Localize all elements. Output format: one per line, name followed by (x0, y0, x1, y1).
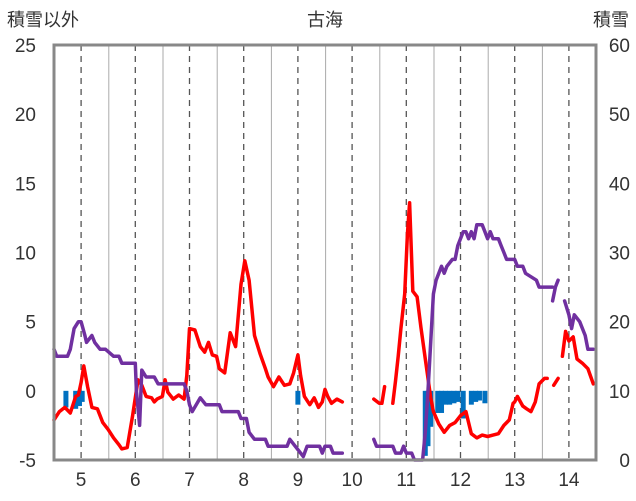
bar (428, 390, 434, 427)
y-right-tick-label: 0 (619, 451, 630, 472)
y-left-tick-label: 20 (15, 105, 36, 126)
bar (439, 390, 445, 413)
y-right-tick-labels: 0 10 20 30 40 50 60 (609, 36, 630, 472)
bar (473, 390, 479, 402)
y-left-tick-label: 10 (15, 244, 36, 265)
x-tick-label: 11 (396, 470, 416, 491)
y-right-tick-label: 10 (609, 382, 630, 403)
bar (63, 390, 69, 408)
snow-depth-line-segment (562, 299, 596, 352)
x-tick-label: 14 (558, 470, 580, 491)
y-left-tick-label: 25 (15, 36, 36, 57)
plot-area (52, 43, 598, 462)
bar (460, 390, 466, 419)
x-tick-label: 10 (342, 470, 363, 491)
temperature-line-segment (391, 200, 549, 440)
y-right-tick-label: 50 (609, 105, 630, 126)
bar (442, 390, 448, 405)
chart-title: 古海 (307, 10, 343, 31)
x-tick-label: 9 (293, 470, 304, 491)
x-tick-label: 12 (450, 470, 471, 491)
snow-depth-line-segment (550, 278, 560, 303)
x-tick-label: 7 (184, 470, 195, 491)
bar (468, 390, 474, 405)
y-left-tick-labels: -5 0 5 10 15 20 25 (15, 36, 36, 472)
bar (76, 390, 82, 407)
bar (451, 390, 457, 404)
bar (476, 390, 482, 401)
bar (295, 390, 301, 405)
x-tick-label: 6 (130, 470, 141, 491)
snow-depth-line-segment (372, 223, 555, 462)
x-tick-label: 5 (76, 470, 87, 491)
x-tick-labels: 5 6 7 8 9 10 11 12 13 14 (76, 470, 580, 491)
y-right-tick-label: 40 (609, 174, 630, 195)
bar (79, 390, 85, 402)
y-left-tick-label: -5 (19, 451, 36, 472)
bar (455, 390, 461, 402)
y-left-tick-label: 15 (15, 174, 36, 195)
y-left-tick-label: 5 (25, 313, 36, 334)
y-left-axis-label: 積雪以外 (7, 10, 79, 30)
bar (435, 390, 441, 413)
temperature-line-segment (52, 259, 345, 451)
y-right-tick-label: 20 (609, 313, 630, 334)
precipitation-bars (63, 390, 488, 456)
vertical-gridlines (54, 45, 570, 460)
bar (425, 390, 431, 447)
x-tick-label: 13 (504, 470, 525, 491)
temperature-line-segment (560, 329, 596, 386)
y-right-tick-label: 60 (609, 36, 630, 57)
series-lines (52, 200, 596, 462)
y-left-tick-label: 0 (25, 382, 36, 403)
bar (482, 390, 488, 404)
y-right-tick-label: 30 (609, 244, 630, 265)
y-right-axis-label: 積雪 (593, 10, 629, 30)
temperature-line-segment (551, 376, 560, 388)
snow-depth-line-segment (52, 319, 345, 459)
x-tick-label: 8 (238, 470, 249, 491)
temperature-line-segment (372, 384, 387, 406)
bar (447, 390, 453, 405)
